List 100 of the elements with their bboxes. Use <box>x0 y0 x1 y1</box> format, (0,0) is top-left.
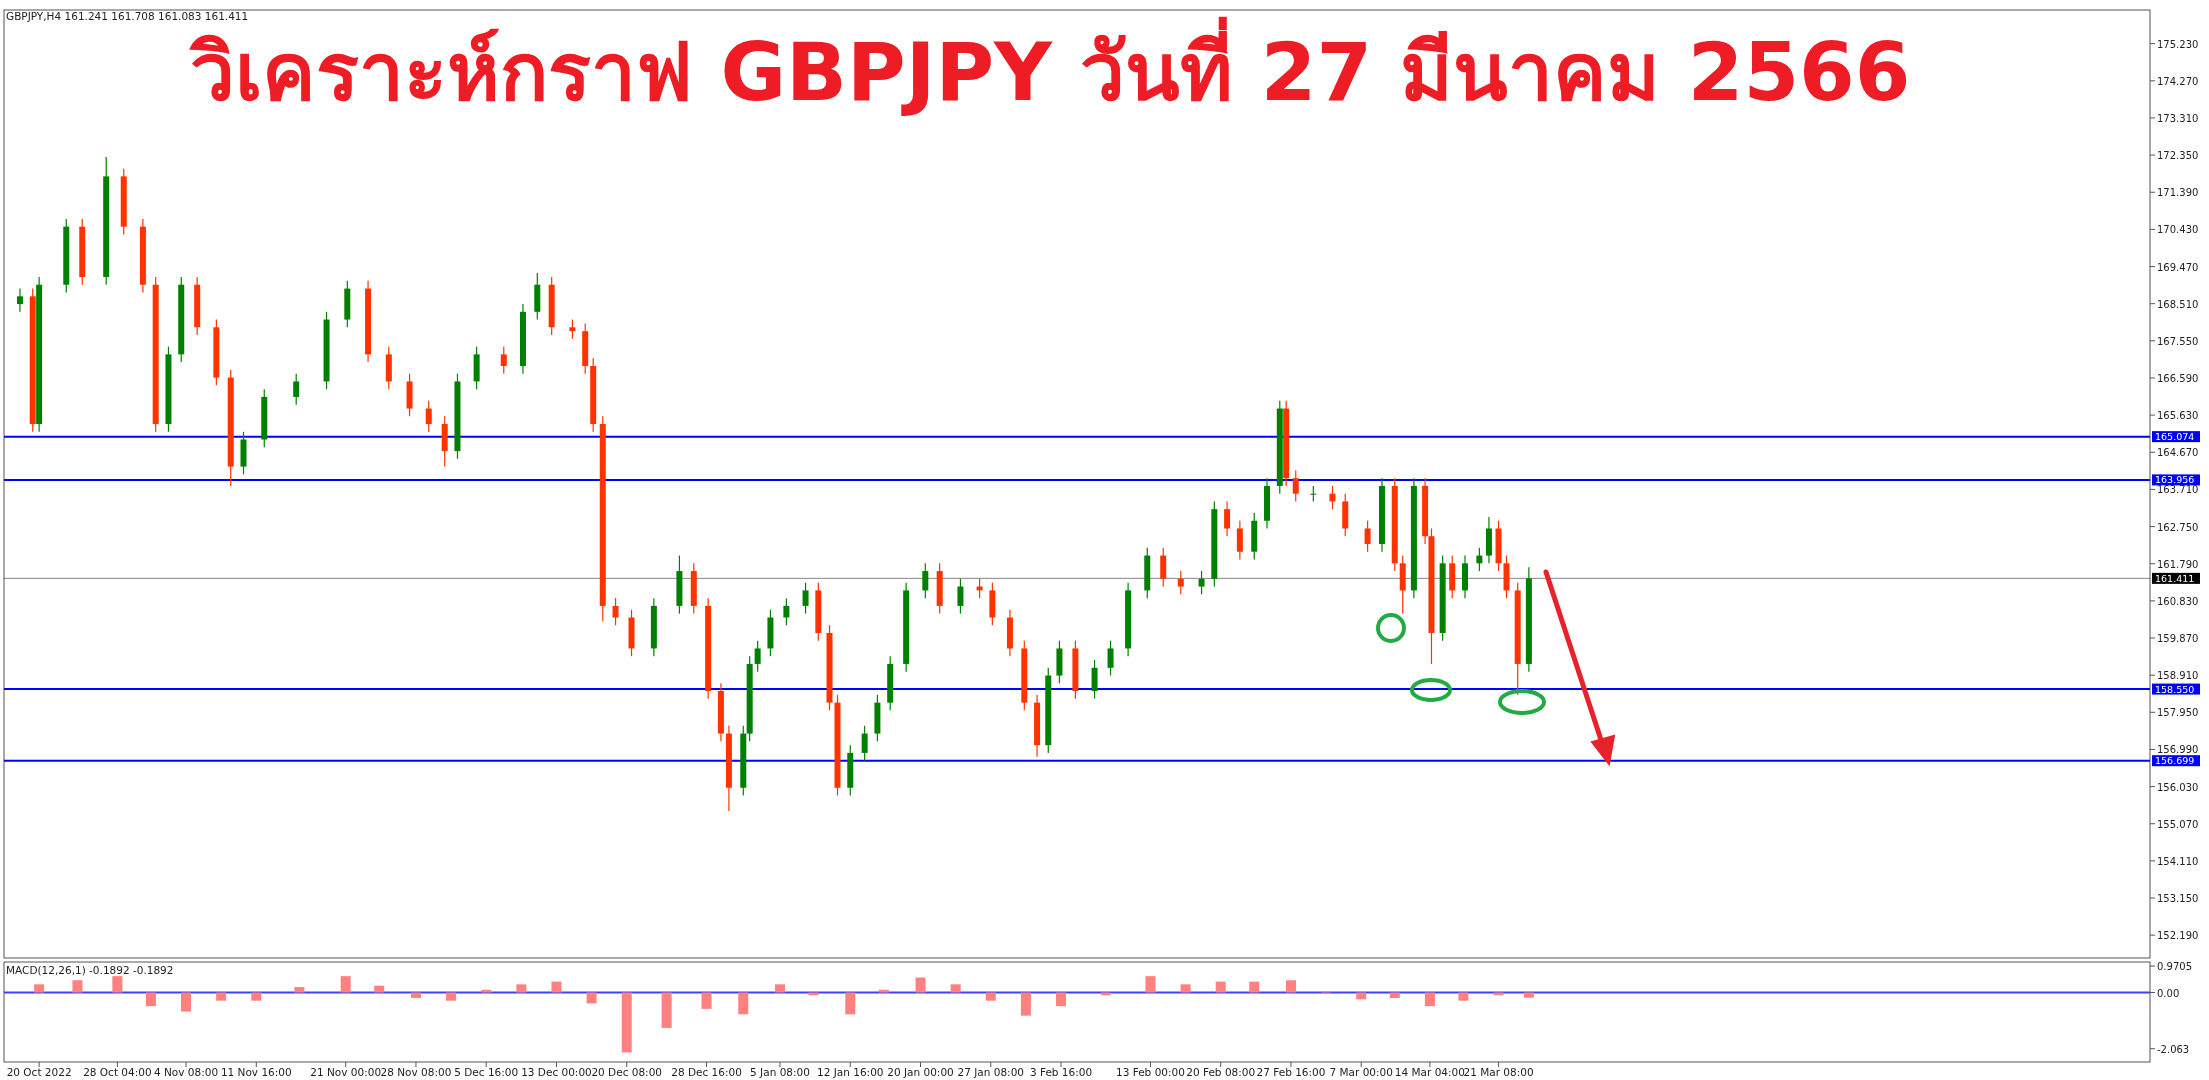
y-tick-label: 171.390 <box>2157 187 2199 199</box>
bar <box>1249 981 1260 993</box>
ref-line-label: 165.074 <box>2155 431 2195 443</box>
y-tick-label: 156.990 <box>2157 744 2199 756</box>
x-tick-label: 28 Nov 08:00 <box>380 1066 452 1078</box>
ref-line-label: 156.699 <box>2155 755 2195 767</box>
bar <box>251 992 262 1001</box>
bar <box>551 981 562 993</box>
x-tick-label: 20 Oct 2022 <box>6 1066 72 1078</box>
y-tick-label: 165.630 <box>2157 410 2199 422</box>
candlestick <box>1236 520 1243 561</box>
y-tick-label: 172.350 <box>2157 150 2199 162</box>
y-tick-label: 167.550 <box>2157 335 2199 347</box>
x-tick-label: 12 Jan 16:00 <box>817 1066 884 1078</box>
candlestick <box>1476 547 1483 572</box>
bar <box>738 992 749 1015</box>
bar <box>1389 992 1400 998</box>
bar <box>1523 992 1534 998</box>
candlestick <box>1107 640 1114 677</box>
y-tick-label: -2.063 <box>2157 1043 2190 1055</box>
bar <box>985 992 996 1001</box>
y-tick-label: 0.9705 <box>2157 961 2192 973</box>
bar <box>72 980 83 993</box>
bar <box>34 984 45 993</box>
y-tick-label: 170.430 <box>2157 224 2199 236</box>
x-tick-label: 20 Dec 08:00 <box>591 1066 663 1078</box>
y-tick-label: 158.910 <box>2157 670 2199 682</box>
bar <box>410 992 421 998</box>
candlestick <box>16 288 23 313</box>
y-tick-label: 153.150 <box>2157 893 2199 905</box>
candlestick <box>1198 570 1205 595</box>
candlestick <box>1364 520 1371 553</box>
ref-line-label: 161.411 <box>2155 572 2195 584</box>
x-tick-label: 3 Feb 16:00 <box>1029 1066 1093 1078</box>
annotation: GBPJPY,H4 161.241 161.708 161.083 161.411 <box>6 10 249 22</box>
candlestick <box>802 582 809 615</box>
y-tick-label: 169.470 <box>2157 261 2199 273</box>
x-tick-label: 11 Nov 16:00 <box>220 1066 292 1078</box>
y-tick-label: 166.590 <box>2157 372 2199 384</box>
bar <box>1145 976 1156 993</box>
y-tick-label: 160.830 <box>2157 595 2199 607</box>
candlestick <box>500 346 507 375</box>
bar <box>775 984 786 993</box>
bar <box>374 985 385 993</box>
bar <box>845 992 856 1015</box>
y-tick-label: 162.750 <box>2157 521 2199 533</box>
ref-line-label: 158.550 <box>2155 683 2195 695</box>
bar <box>1285 980 1296 993</box>
bar <box>516 984 527 993</box>
candlestick <box>754 640 761 673</box>
y-tick-label: 152.190 <box>2157 930 2199 942</box>
x-tick-label: 5 Jan 08:00 <box>750 1066 810 1078</box>
bar <box>950 984 961 993</box>
x-tick-label: 28 Oct 04:00 <box>83 1066 152 1078</box>
x-tick-label: 13 Dec 00:00 <box>521 1066 592 1078</box>
y-tick-label: 168.510 <box>2157 298 2199 310</box>
y-tick-label: 161.790 <box>2157 558 2199 570</box>
bar <box>1056 992 1067 1007</box>
x-tick-label: 21 Mar 08:00 <box>1463 1066 1534 1078</box>
x-tick-label: 28 Dec 16:00 <box>671 1066 742 1078</box>
bar <box>878 989 889 993</box>
bar <box>340 976 351 993</box>
bar <box>216 992 227 1001</box>
y-tick-label: 155.070 <box>2157 818 2199 830</box>
x-tick-label: 20 Feb 08:00 <box>1186 1066 1256 1078</box>
ref-line-label: 163.956 <box>2155 474 2195 486</box>
x-tick-label: 14 Mar 04:00 <box>1394 1066 1465 1078</box>
y-tick-label: 164.670 <box>2157 447 2199 459</box>
candlestick <box>425 400 432 433</box>
candlestick <box>612 597 619 626</box>
y-tick-label: 157.950 <box>2157 707 2199 719</box>
y-tick-label: 159.870 <box>2157 633 2199 644</box>
y-tick-label: 154.110 <box>2157 855 2199 867</box>
bar <box>661 992 672 1028</box>
candlestick <box>293 373 300 406</box>
x-tick-label: 21 Nov 00:00 <box>310 1066 382 1078</box>
bar <box>915 977 926 993</box>
bar <box>1020 992 1031 1016</box>
bar <box>112 976 123 993</box>
bar <box>1180 984 1191 993</box>
bar <box>181 992 192 1012</box>
bar <box>481 989 492 993</box>
candlestick <box>1091 659 1098 700</box>
bar <box>294 987 305 993</box>
chart-title: MACD(12,26,1) -0.1892 -0.1892 <box>6 964 174 976</box>
candlestick <box>922 562 929 599</box>
x-tick-label: 27 Feb 16:00 <box>1256 1066 1326 1078</box>
x-tick-label: 13 Feb 00:00 <box>1116 1066 1185 1078</box>
y-tick-label: 175.230 <box>2157 38 2199 50</box>
candlestick <box>1177 570 1184 595</box>
bar <box>1215 981 1226 993</box>
y-tick-label: 174.270 <box>2157 75 2199 87</box>
bar <box>446 992 457 1001</box>
x-tick-label: 27 Jan 08:00 <box>957 1066 1025 1078</box>
candlestick <box>1329 485 1336 510</box>
x-tick-label: 4 Nov 08:00 <box>153 1066 219 1078</box>
x-tick-label: 7 Mar 00:00 <box>1329 1066 1393 1078</box>
candlestick <box>957 578 964 615</box>
bar <box>586 992 597 1004</box>
bar <box>621 992 632 1053</box>
